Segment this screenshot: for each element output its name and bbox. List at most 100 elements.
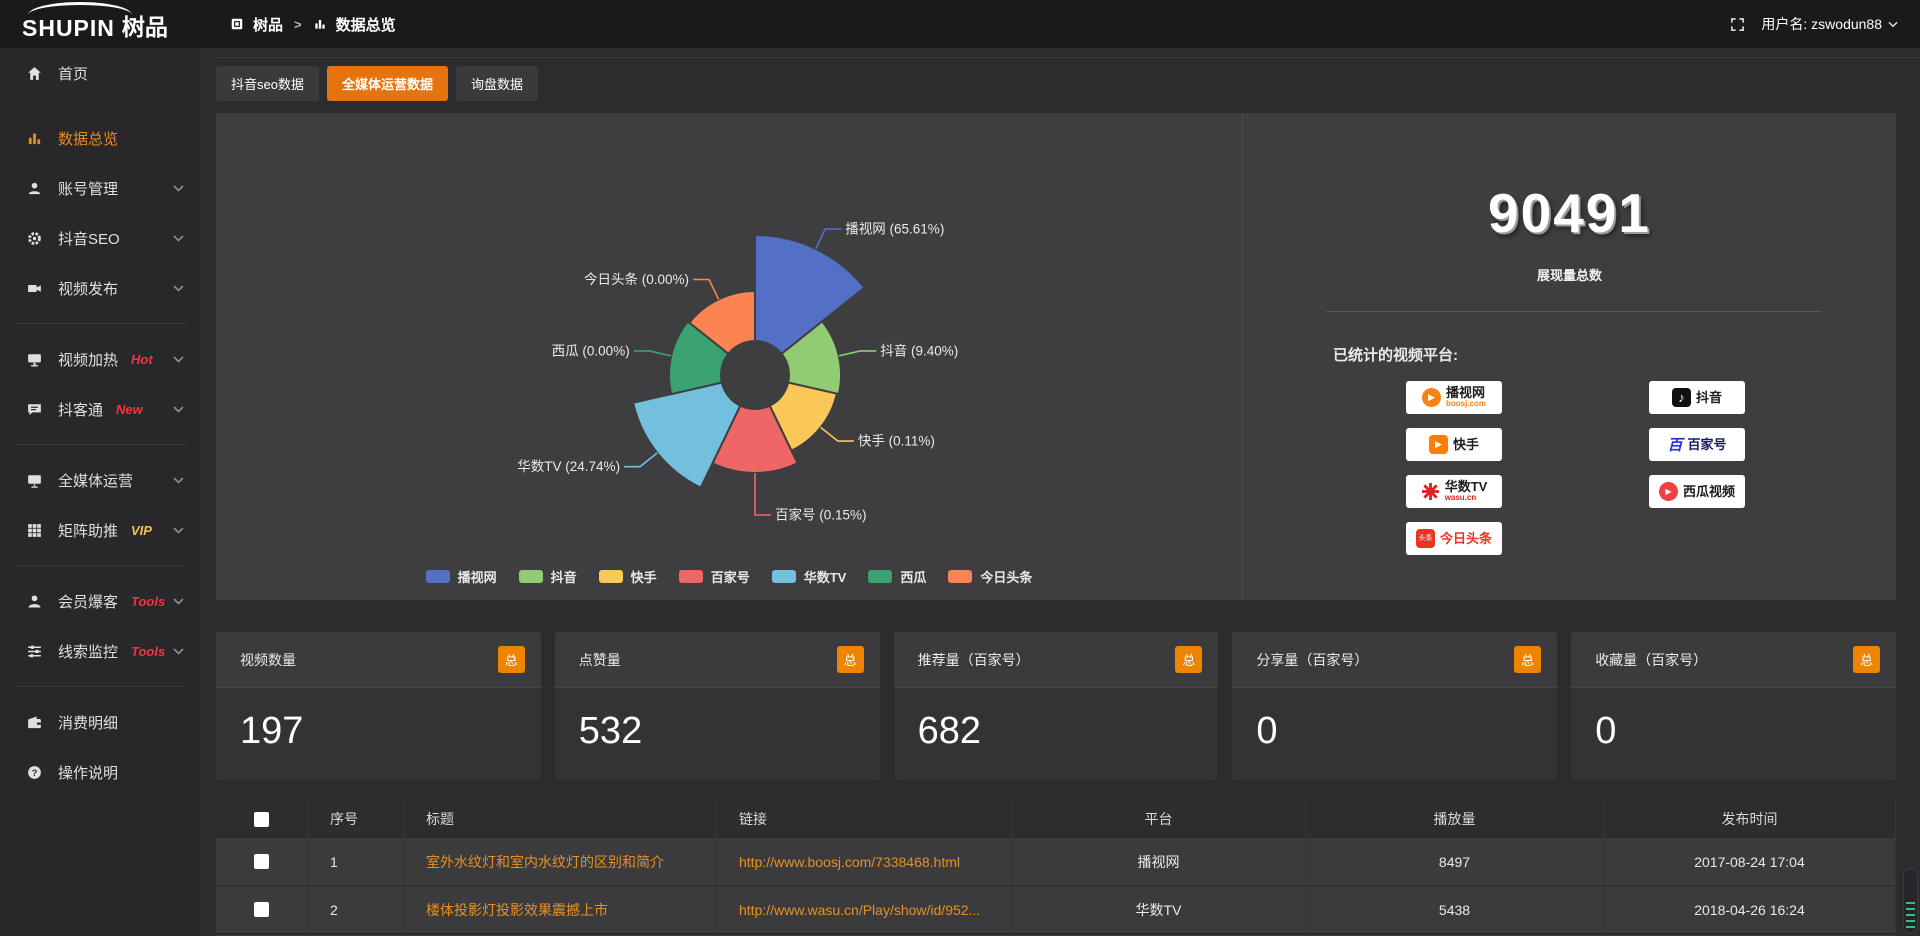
chart-legend: 播视网 抖音 快手 百家号 华数TV 西瓜 今日头条: [216, 567, 1242, 586]
logo-text-en: SHUPIN: [22, 15, 115, 41]
main-content: 抖音seo数据 全媒体运营数据 询盘数据 播视网 (65.61%) 抖音 (9.4…: [200, 48, 1920, 936]
row-checkbox[interactable]: [254, 902, 269, 917]
pie-label-line-2: [820, 426, 854, 442]
sidebar-item-label: 账号管理: [58, 180, 119, 198]
sidebar-item-video-publish[interactable]: 视频发布: [0, 263, 200, 313]
col-header-4: 播放量: [1306, 800, 1604, 838]
boosj-logo: ▶: [1421, 388, 1441, 407]
pie-slice-2[interactable]: [768, 381, 839, 453]
app-logo[interactable]: SHUPIN 树品: [0, 0, 200, 48]
stat-card-1: 点赞量 总 532: [554, 632, 880, 780]
legend-item-6[interactable]: 今日头条: [948, 567, 1032, 586]
stat-cards-row: 视频数量总 197 点赞量总 532 推荐量（百家号）总 682 分享量（百家号）总 0 收藏量…: [216, 632, 1896, 780]
legend-item-0[interactable]: 播视网: [425, 567, 497, 586]
platform-name: 快手: [1452, 436, 1479, 452]
legend-item-4[interactable]: 华数TV: [771, 567, 846, 586]
stat-card-label: 点赞量: [578, 651, 621, 668]
total-impressions-value: 90491: [1488, 182, 1651, 244]
stat-card-header: 分享量（百家号） 总: [1232, 632, 1558, 688]
sidebar-item-douyin-seo[interactable]: 抖音SEO: [0, 213, 200, 263]
cell-title[interactable]: 室外水纹灯和室内水纹灯的区别和简介: [404, 838, 717, 885]
platform-badge-toutiao: 头条 今日头条: [1406, 522, 1502, 555]
sidebar-item-label: 视频发布: [58, 280, 119, 298]
legend-label: 百家号: [710, 570, 750, 585]
chevron-down-icon: [173, 184, 184, 192]
pie-slice-0[interactable]: [754, 233, 866, 356]
user-menu[interactable]: 用户名: zswodun88: [1761, 14, 1898, 34]
stat-card-value: 197: [240, 710, 304, 752]
sidebar-item-label: 操作说明: [58, 764, 119, 782]
table-header-row: 序号 标题 链接 平台 播放量 发布时间: [216, 800, 1896, 838]
pie-label-3: 百家号 (0.15%): [775, 507, 867, 523]
platform-badge-baijiahao: 百百家号: [1649, 428, 1745, 461]
breadcrumb-app[interactable]: 树品: [253, 16, 284, 34]
stat-card-label: 推荐量（百家号）: [917, 651, 1030, 668]
pie-label-5: 西瓜 (0.00%): [552, 343, 630, 358]
pie-label-line-1: [838, 350, 877, 357]
gear-icon: [26, 230, 43, 247]
sidebar-divider: [14, 444, 186, 445]
sidebar-item-label: 消费明细: [58, 714, 119, 732]
sidebar-item-guide[interactable]: ? 操作说明: [0, 747, 200, 797]
legend-item-3[interactable]: 百家号: [678, 567, 750, 586]
table-row: 2 楼体投影灯投影效果震撼上市 http://www.wasu.cn/Play/sh…: [216, 886, 1896, 934]
legend-item-5[interactable]: 西瓜: [868, 567, 926, 586]
sidebar-item-media-ops[interactable]: 全媒体运营: [0, 455, 200, 505]
select-all-checkbox[interactable]: [254, 811, 269, 827]
sidebar-item-account[interactable]: 账号管理: [0, 163, 200, 213]
platform-name: 今日头条: [1439, 530, 1492, 546]
cell-link[interactable]: http://www.boosj.com/7338468.html: [717, 838, 1012, 885]
cell-index: 1: [308, 838, 404, 885]
sidebar-item-home[interactable]: 首页: [0, 48, 200, 98]
pie-slice-4[interactable]: [631, 381, 742, 489]
cell-title[interactable]: 楼体投影灯投影效果震撼上市: [404, 886, 717, 933]
stat-card-label: 视频数量: [240, 651, 296, 668]
tab-media-ops-data[interactable]: 全媒体运营数据: [326, 66, 448, 101]
sidebar-item-spending[interactable]: 消费明细: [0, 697, 200, 747]
sidebar: 首页数据总览账号管理抖音SEO 视频发布视频加热 Hot 抖客通 New 全媒体运营 矩阵助…: [0, 48, 200, 936]
chevron-down-icon: [173, 597, 184, 605]
bar-chart-icon: [313, 17, 327, 31]
table-row: 1 室外水纹灯和室内水纹灯的区别和简介 http://www.boosj.com/7…: [216, 838, 1896, 886]
stat-card-0: 视频数量 总 197: [216, 632, 541, 780]
col-header-1: 标题: [404, 800, 717, 838]
pie-label-4: 华数TV (24.74%): [517, 459, 620, 474]
legend-swatch: [518, 570, 543, 583]
cell-time: 2017-08-24 17:04: [1604, 838, 1896, 885]
row-checkbox[interactable]: [254, 854, 269, 869]
chevron-down-icon: [173, 405, 184, 413]
sidebar-item-tag: Hot: [131, 351, 153, 367]
tab-inquiry-data[interactable]: 询盘数据: [455, 66, 538, 101]
chevron-down-icon: [173, 476, 184, 484]
logo-arc-icon: [28, 2, 132, 15]
pie-slice-1[interactable]: [780, 319, 842, 396]
legend-label: 抖音: [550, 570, 577, 585]
pie-slice-3[interactable]: [711, 404, 799, 474]
breadcrumb: 树品 > 数据总览: [230, 14, 396, 35]
sidebar-item-leads-monitor[interactable]: 线索监控 Tools: [0, 626, 200, 676]
fullscreen-icon[interactable]: [1730, 17, 1745, 32]
stat-card-value: 532: [578, 710, 643, 752]
chevron-down-icon: [173, 526, 184, 534]
sidebar-item-video-heat[interactable]: 视频加热 Hot: [0, 334, 200, 384]
sidebar-item-label: 会员爆客: [58, 593, 119, 611]
tab-douyin-seo-data[interactable]: 抖音seo数据: [216, 66, 319, 101]
total-badge: 总: [836, 646, 864, 673]
scrollbar-widget[interactable]: [1903, 868, 1918, 934]
total-impressions-label: 展现量总数: [1536, 268, 1602, 283]
legend-item-2[interactable]: 快手: [598, 567, 657, 586]
pie-slice-6[interactable]: [687, 289, 756, 356]
pie-slice-5[interactable]: [668, 319, 730, 396]
topbar: SHUPIN 树品 树品 > 数据总览 用户名: zswodun88: [0, 0, 1920, 48]
sidebar-item-label: 抖音SEO: [58, 230, 120, 248]
sidebar-item-member-burst[interactable]: 会员爆客 Tools: [0, 576, 200, 626]
cell-platform: 播视网: [1012, 838, 1306, 885]
sidebar-item-matrix-boost[interactable]: 矩阵助推 VIP: [0, 505, 200, 555]
sidebar-item-douketong[interactable]: 抖客通 New: [0, 384, 200, 434]
platform-badge-kuaishou: ▶ 快手: [1406, 428, 1502, 461]
sidebar-item-data-overview[interactable]: 数据总览: [0, 113, 200, 163]
cell-link[interactable]: http://www.wasu.cn/Play/show/id/952...: [717, 886, 1012, 933]
legend-item-1[interactable]: 抖音: [518, 567, 577, 586]
stat-card-3: 分享量（百家号） 总 0: [1232, 632, 1558, 780]
pie-label-line-6: [693, 278, 720, 300]
